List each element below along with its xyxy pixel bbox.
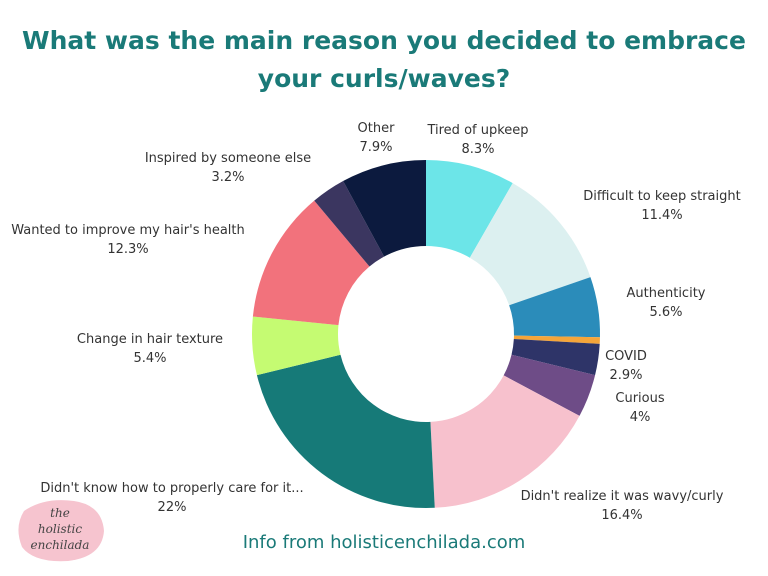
slice-label: Didn't realize it was wavy/curly	[521, 489, 724, 504]
holistic-enchilada-logo: the holistic enchilada	[18, 500, 105, 562]
slice-label: Curious	[615, 391, 664, 406]
slice-didn-t-realize-it-was-wavy-curly	[430, 375, 580, 508]
slice-tired-of-upkeep	[426, 160, 513, 258]
slice-value-label: 4%	[630, 410, 651, 425]
slice-authenticity	[509, 277, 600, 338]
slice-didn-t-know-how-to-properly-care-for-it	[256, 354, 435, 509]
slice-label: Difficult to keep straight	[583, 189, 740, 204]
svg-text:holistic: holistic	[38, 522, 82, 536]
chart-title: What was the main reason you decided to …	[22, 26, 746, 93]
svg-text:enchilada: enchilada	[31, 538, 90, 552]
svg-text:the: the	[50, 506, 70, 520]
slice-inspired-by-someone-else	[314, 180, 385, 267]
slice-value-label: 11.4%	[641, 208, 682, 223]
slice-value-label: 12.3%	[107, 242, 148, 257]
slice-value-label: 8.3%	[461, 142, 494, 157]
slice-value-label: 5.6%	[649, 305, 682, 320]
slice-other	[343, 160, 426, 257]
slice-change-in-hair-texture	[251, 316, 341, 376]
slice-unlabeled	[513, 335, 600, 344]
slice-wanted-to-improve-my-hair-s-health	[252, 200, 370, 326]
slice-label: Other	[358, 121, 396, 136]
slice-curious	[503, 354, 596, 416]
slice-value-label: 16.4%	[601, 508, 642, 523]
slice-label: COVID	[605, 349, 647, 364]
slice-value-label: 22%	[158, 500, 187, 515]
slice-difficult-to-keep-straight	[469, 183, 591, 306]
slice-label: Tired of upkeep	[426, 123, 528, 138]
source-text: Info from holisticenchilada.com	[242, 532, 526, 553]
slice-value-label: 7.9%	[359, 140, 392, 155]
slice-value-label: 5.4%	[133, 351, 166, 366]
slice-covid	[511, 338, 600, 376]
slice-label: Change in hair texture	[77, 332, 223, 347]
slice-label: Authenticity	[627, 286, 706, 301]
slice-label: Inspired by someone else	[145, 151, 311, 166]
slice-label: Wanted to improve my hair's health	[11, 223, 245, 238]
slice-label: Didn't know how to properly care for it.…	[40, 481, 303, 496]
slice-value-label: 3.2%	[211, 170, 244, 185]
slice-value-label: 2.9%	[609, 368, 642, 383]
